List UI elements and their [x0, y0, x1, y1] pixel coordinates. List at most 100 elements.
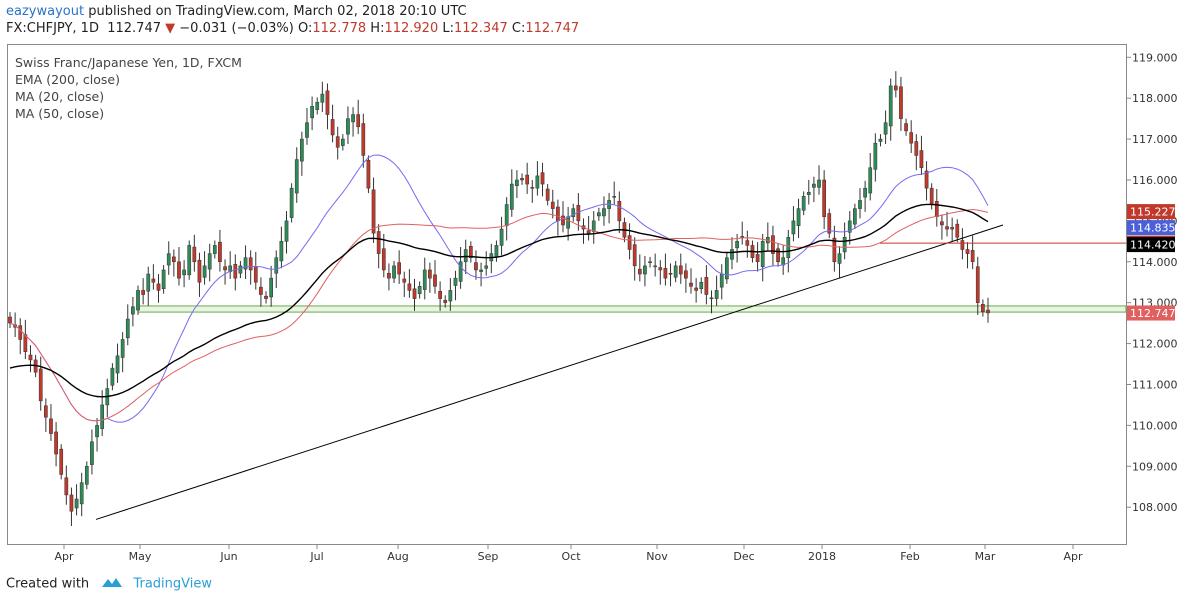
candle-body [387, 272, 391, 279]
candle-body [612, 196, 617, 198]
candle-body [161, 269, 166, 290]
candle-body [448, 290, 453, 302]
candle-body [468, 245, 473, 258]
candle-body [279, 241, 284, 262]
tradingview-logo-icon [101, 576, 123, 592]
candle-body [883, 122, 888, 135]
candle-body [84, 466, 89, 485]
open-value: 112.778 [312, 21, 367, 36]
candle-body [233, 263, 238, 279]
footer: Created with TradingView [6, 576, 212, 592]
candle-body [965, 249, 970, 254]
candle-body [806, 191, 811, 195]
candle-body [131, 306, 135, 315]
y-tick-label: 110.000 [1132, 419, 1178, 432]
candle-body [596, 212, 601, 217]
change-value: −0.031 (−0.03%) [179, 21, 294, 36]
symbol-header: FX:CHFJPY, 1D 112.747 ▼ −0.031 (−0.03%) … [6, 21, 579, 36]
x-tick-label: Oct [561, 550, 581, 563]
candle-body [591, 220, 596, 232]
candle-body [545, 188, 550, 201]
candle-body [417, 286, 422, 294]
created-with-text: Created with [6, 576, 90, 592]
candle-body [494, 245, 499, 258]
x-tick-label: Apr [1063, 550, 1083, 563]
candle-body [878, 138, 883, 142]
candle-body [69, 494, 74, 512]
low-value: 112.347 [453, 21, 508, 36]
candle-body [540, 172, 545, 185]
x-tick-label: Jul [309, 550, 323, 563]
author-link[interactable]: eazywayout [6, 4, 85, 19]
candle-body [28, 354, 33, 361]
candle-body [136, 290, 140, 311]
candle-body [223, 266, 227, 271]
candle-body [141, 290, 145, 295]
candle-body [243, 257, 248, 270]
candle-body [110, 367, 115, 386]
legend-ema200: EMA (200, close) [15, 72, 120, 87]
candle-body [689, 282, 693, 287]
candle-body [366, 160, 371, 189]
candle-body [100, 404, 105, 429]
publish-header: eazywayout published on TradingView.com,… [6, 4, 467, 19]
candle-body [704, 277, 709, 295]
candle-body [315, 102, 320, 110]
y-tick-label: 116.000 [1132, 174, 1178, 187]
candle-body [79, 482, 84, 505]
candle-body [771, 235, 775, 254]
candle-body [218, 241, 222, 263]
candle-body [120, 339, 125, 358]
candle-body [556, 206, 560, 222]
candle-body [38, 368, 43, 402]
candle-body [725, 257, 729, 280]
candle-body [371, 189, 376, 234]
candle-body [479, 269, 483, 272]
y-tick-label: 112.000 [1132, 338, 1178, 351]
ma20-line [9, 154, 989, 423]
ma50-line [9, 208, 989, 422]
candle-body [248, 257, 253, 271]
candle-body [678, 265, 683, 275]
candle-body [74, 498, 79, 509]
candle-body [719, 273, 724, 288]
candle-body [745, 240, 750, 246]
chart-legend: Swiss Franc/Japanese Yen, 1D, FXCM EMA (… [15, 54, 242, 122]
open-label: O: [298, 21, 313, 36]
candle-body [832, 237, 837, 263]
candle-body [975, 266, 980, 303]
candle-body [95, 425, 99, 438]
candle-body [325, 90, 330, 115]
candle-body [709, 297, 714, 300]
candle-body [192, 246, 197, 263]
x-tick-label: Sep [478, 550, 499, 563]
candle-body [43, 405, 48, 418]
candle-body [796, 208, 801, 227]
candle-body [822, 179, 826, 218]
candle-body [300, 138, 304, 162]
x-tick-label: Apr [54, 550, 74, 563]
candle-body [443, 299, 448, 303]
candle-body [653, 265, 658, 268]
close-value: 112.747 [525, 21, 580, 36]
legend-ma50: MA (50, close) [15, 106, 105, 121]
candle-body [970, 250, 975, 263]
candle-body [197, 259, 202, 283]
candle-body [381, 248, 386, 271]
high-label: H: [370, 21, 385, 36]
x-tick-label: 2018 [808, 550, 836, 563]
candle-body [914, 141, 919, 156]
candle-body [643, 265, 647, 275]
y-tick-label: 108.000 [1132, 501, 1178, 514]
candle-body [924, 170, 929, 189]
candle-body [259, 286, 263, 295]
candle-body [801, 196, 806, 211]
candle-body [407, 283, 412, 291]
tradingview-link[interactable]: TradingView [133, 576, 212, 592]
candle-body [54, 431, 58, 455]
candle-body [955, 223, 960, 238]
candle-body [64, 477, 69, 496]
price-tag [1127, 204, 1175, 220]
candle-body [269, 277, 273, 298]
